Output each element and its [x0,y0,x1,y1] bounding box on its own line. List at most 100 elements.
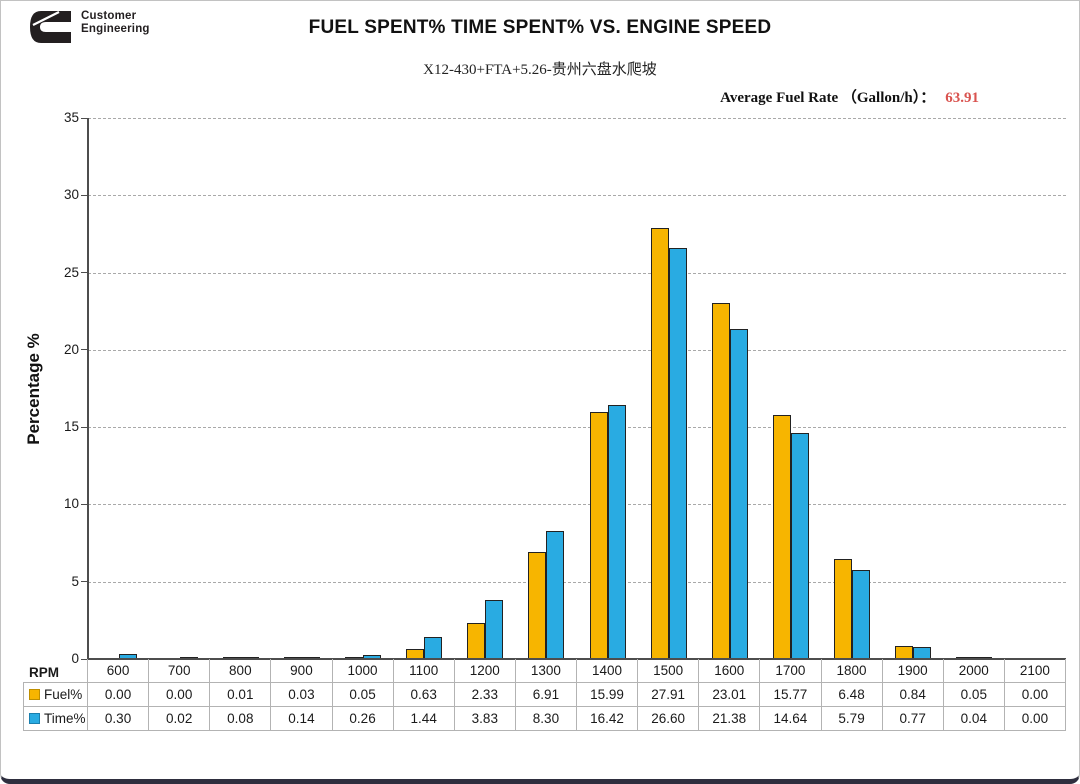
rpm-header-1700: 1700 [760,659,822,683]
average-fuel-rate: Average Fuel Rate （Gallon/h）： 63.91 [720,86,979,107]
y-tick-label-10: 10 [63,496,79,512]
time-value-1900: 0.77 [882,707,944,731]
y-tickmark-0 [81,658,88,660]
legend-label-time: Time% [44,711,86,726]
y-axis-line [87,118,89,659]
bar-fuel-1400 [589,411,608,659]
bar-fuel-1700 [772,415,791,659]
y-tickmark-15 [81,426,88,428]
rpm-header-600: 600 [88,659,150,683]
fuel-value-1900: 0.84 [882,683,944,707]
time-swatch-icon [29,713,40,724]
time-value-2000: 0.04 [943,707,1005,731]
time-value-1800: 5.79 [821,707,883,731]
fuel-value-2100: 0.00 [1004,683,1066,707]
time-value-1400: 16.42 [577,707,639,731]
y-tick-label-15: 15 [63,419,79,435]
page-title: FUEL SPENT% TIME SPENT% VS. ENGINE SPEED [308,17,772,38]
rpm-header-1600: 1600 [699,659,761,683]
logo-text-line1: Customer [81,10,137,22]
y-tickmark-25 [81,272,88,274]
y-axis-tick-labels: 0 5 10 15 20 25 30 35 [1,110,79,666]
time-value-1200: 3.83 [454,707,516,731]
y-tickmark-20 [81,349,88,351]
gridline-30 [88,195,1066,197]
rpm-header-700: 700 [149,659,211,683]
gridline-35 [88,118,1066,119]
table-corner-rpm-label: RPM [23,659,88,683]
bar-time-1800 [852,569,871,659]
bar-time-1600 [729,328,748,659]
rpm-header-1400: 1400 [577,659,639,683]
time-value-900: 0.14 [271,707,333,731]
cummins-logo-icon [30,11,71,43]
y-tickmark-10 [81,503,88,505]
rpm-header-1900: 1900 [882,659,944,683]
y-tick-label-25: 25 [63,264,79,280]
bar-fuel-1600 [711,303,730,659]
chart-subtitle: X12-430+FTA+5.26-贵州六盘水爬坡 [423,62,657,78]
rpm-header-2100: 2100 [1004,659,1066,683]
bar-time-1200 [485,599,504,659]
bar-fuel-1500 [650,227,669,659]
time-value-1600: 21.38 [699,707,761,731]
legend-time: Time% [23,707,88,731]
average-fuel-rate-label: Average Fuel Rate （Gallon/h）： [720,90,936,106]
bar-fuel-1200 [467,623,486,659]
rpm-header-1200: 1200 [454,659,516,683]
fuel-value-1700: 15.77 [760,683,822,707]
fuel-value-1500: 27.91 [638,683,700,707]
fuel-value-1300: 6.91 [515,683,577,707]
fuel-value-700: 0.00 [149,683,211,707]
gridline-10 [88,504,1066,506]
legend-fuel: Fuel% [23,683,88,707]
time-value-600: 0.30 [88,707,150,731]
bar-time-1100 [424,636,443,659]
fuel-value-1200: 2.33 [454,683,516,707]
bar-time-1400 [607,405,626,659]
fuel-value-1600: 23.01 [699,683,761,707]
bar-time-1700 [790,432,809,659]
fuel-value-600: 0.00 [88,683,150,707]
bar-fuel-1800 [834,558,853,659]
plot-area [81,117,1066,660]
logo-text-line2: Engineering [81,23,150,35]
y-tick-label-20: 20 [63,341,79,357]
data-table: RPM 600 700 800 900 1000 1100 1200 1300 1400 1500 1… [23,659,1066,731]
rpm-header-2000: 2000 [943,659,1005,683]
time-value-2100: 0.00 [1004,707,1066,731]
y-tickmark-35 [81,117,88,119]
y-tick-label-35: 35 [63,110,79,125]
fuel-value-1100: 0.63 [393,683,455,707]
rpm-header-1100: 1100 [393,659,455,683]
time-value-800: 0.08 [210,707,272,731]
fuel-swatch-icon [29,689,40,700]
gridline-20 [88,349,1066,351]
time-value-1300: 8.30 [515,707,577,731]
fuel-value-1000: 0.05 [332,683,394,707]
gridline-25 [88,272,1066,274]
fuel-value-1800: 6.48 [821,683,883,707]
y-tick-label-0: 0 [71,651,79,666]
fuel-value-900: 0.03 [271,683,333,707]
rpm-header-1800: 1800 [821,659,883,683]
time-value-700: 0.02 [149,707,211,731]
rpm-header-900: 900 [271,659,333,683]
bar-time-1300 [546,530,565,659]
time-value-1100: 1.44 [393,707,455,731]
logo-text: Customer Engineering [81,10,150,36]
rpm-header-1000: 1000 [332,659,394,683]
time-value-1700: 14.64 [760,707,822,731]
gridline-15 [88,427,1066,429]
bar-time-1500 [668,247,687,659]
rpm-header-800: 800 [210,659,272,683]
time-value-1000: 0.26 [332,707,394,731]
bar-fuel-1300 [528,552,547,659]
fuel-value-2000: 0.05 [943,683,1005,707]
fuel-value-800: 0.01 [210,683,272,707]
fuel-value-1400: 15.99 [577,683,639,707]
time-value-1500: 26.60 [638,707,700,731]
rpm-header-1500: 1500 [638,659,700,683]
rpm-header-1300: 1300 [515,659,577,683]
